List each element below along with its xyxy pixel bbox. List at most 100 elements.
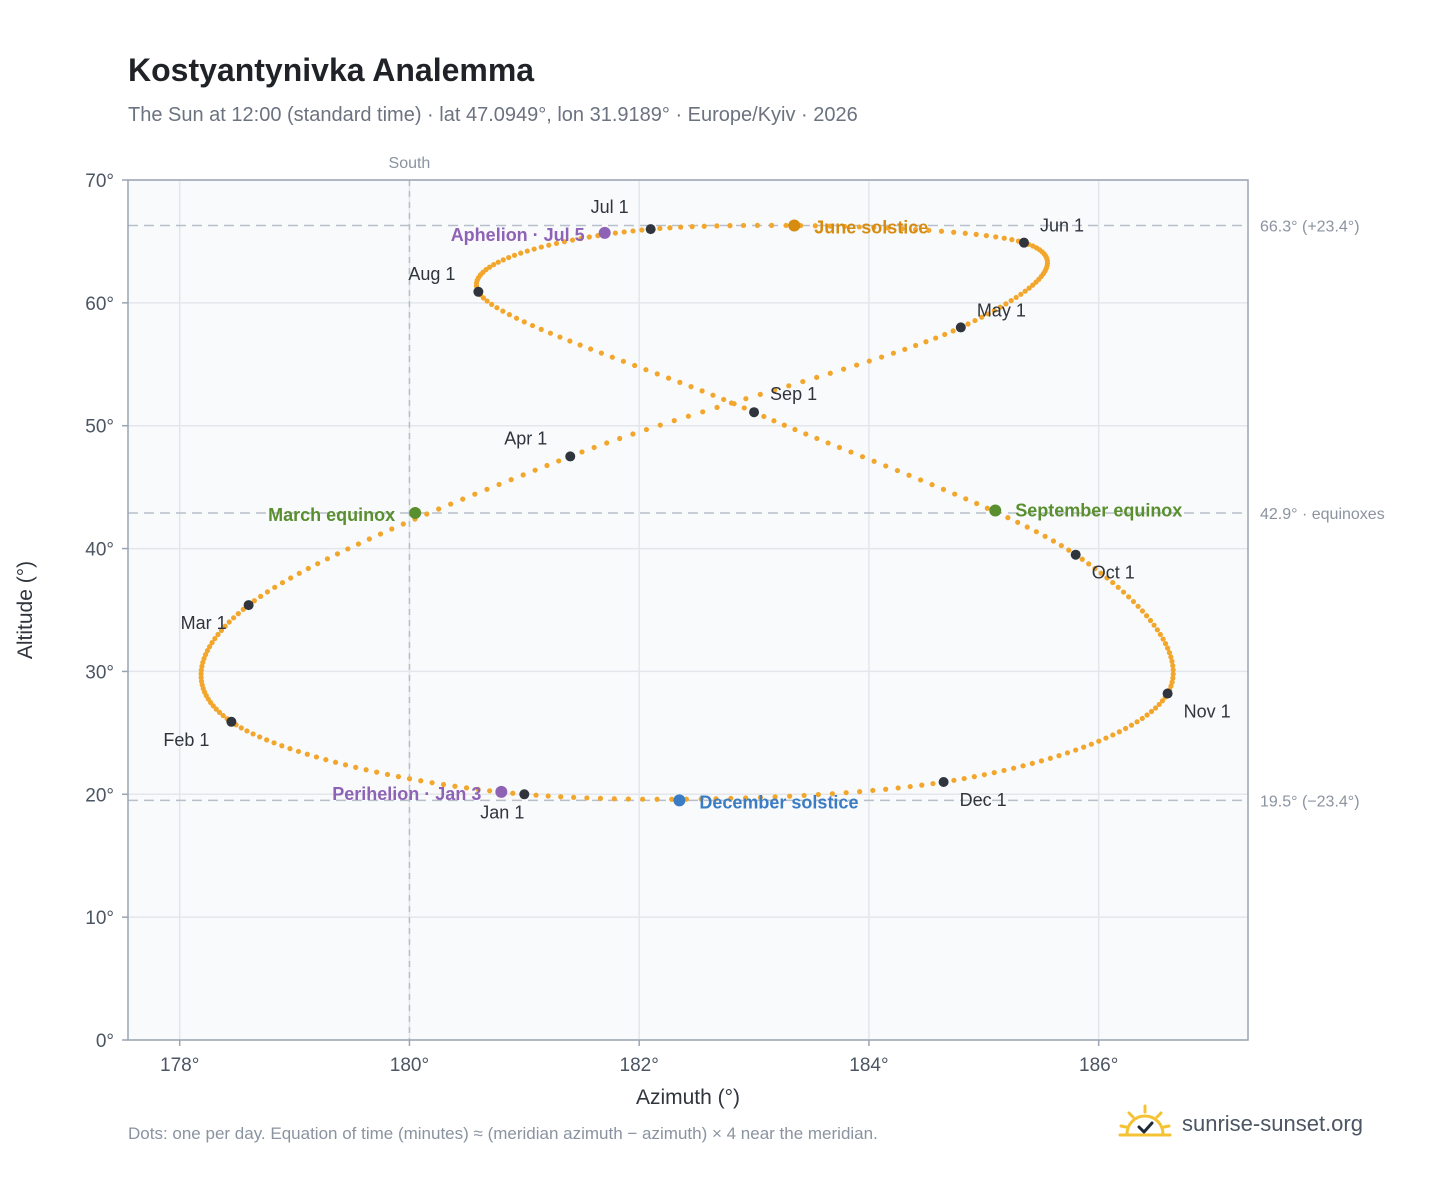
path-dot-251	[781, 422, 787, 428]
path-dot-194	[578, 235, 584, 242]
x-tick-label-3: 184°	[849, 1055, 888, 1076]
path-dot-290	[1135, 603, 1141, 609]
path-dot-162	[962, 230, 968, 236]
path-dot-25	[264, 737, 270, 743]
path-dot-333	[1020, 763, 1026, 769]
path-dot-226	[521, 319, 527, 325]
path-dot-334	[1011, 765, 1017, 771]
path-dot-254	[814, 435, 820, 442]
path-dot-123	[950, 328, 956, 334]
path-dot-5	[463, 785, 470, 791]
path-dot-337	[981, 772, 987, 778]
path-dot-189	[621, 229, 627, 235]
path-dot-131	[1003, 301, 1009, 307]
month-marker-11	[938, 777, 949, 787]
path-dot-316	[1144, 712, 1150, 718]
path-dot-325	[1088, 741, 1094, 747]
path-dot-281	[1086, 561, 1092, 567]
path-dot-317	[1139, 715, 1145, 722]
path-dot-329	[1056, 753, 1062, 759]
month-label-0: Jan 1	[480, 802, 524, 822]
path-dot-98	[630, 431, 636, 437]
path-dot-304	[1170, 667, 1176, 673]
path-dot-69	[296, 570, 302, 576]
path-dot-65	[264, 589, 271, 595]
path-dot-233	[588, 346, 594, 352]
path-dot-9	[418, 778, 424, 784]
path-dot-228	[538, 326, 544, 332]
path-dot-24	[271, 740, 277, 746]
path-dot-121	[933, 335, 939, 341]
path-dot-78	[389, 526, 395, 532]
path-dot-187	[639, 227, 645, 233]
path-dot-176	[769, 222, 775, 228]
path-dot-359	[698, 796, 704, 802]
month-marker-4	[955, 322, 966, 333]
path-dot-230	[557, 334, 563, 340]
path-dot-134	[1018, 291, 1024, 297]
path-dot-103	[700, 409, 706, 415]
month-marker-1	[226, 716, 237, 727]
path-dot-300	[1166, 650, 1173, 656]
path-dot-203	[511, 252, 518, 258]
month-marker-8	[749, 407, 760, 418]
path-dot-255	[825, 440, 831, 446]
event-marker-5	[495, 785, 508, 798]
path-dot-340	[951, 777, 957, 783]
path-dot-320	[1122, 725, 1129, 732]
path-dot-307	[1169, 679, 1175, 685]
path-dot-168	[885, 225, 891, 231]
path-dot-118	[902, 346, 908, 352]
path-dot-306	[1170, 675, 1176, 681]
path-dot-358	[713, 796, 719, 802]
path-dot-160	[983, 233, 989, 239]
path-dot-202	[518, 250, 524, 256]
path-dot-75	[355, 541, 362, 547]
path-dot-101	[671, 418, 677, 424]
plot-area	[128, 180, 1248, 1040]
path-dot-204	[506, 254, 512, 261]
month-label-10: Nov 1	[1184, 702, 1231, 722]
path-dot-100	[657, 422, 663, 428]
path-dot-10	[406, 776, 413, 782]
path-dot-81	[424, 511, 430, 517]
path-dot-199	[538, 244, 544, 250]
path-dot-163	[951, 229, 957, 235]
path-dot-12	[384, 771, 391, 778]
path-dot-355	[757, 794, 764, 801]
path-dot-133	[1013, 294, 1019, 301]
path-dot-347	[870, 787, 876, 794]
path-dot-180	[714, 223, 720, 229]
path-dot-258	[859, 454, 866, 460]
path-dot-231	[567, 338, 573, 344]
path-dot-349	[843, 790, 849, 796]
page-title: Kostyantynivka Analemma	[128, 52, 535, 88]
path-dot-185	[657, 225, 663, 231]
path-dot-257	[848, 449, 854, 455]
path-dot-196	[561, 239, 568, 245]
path-dot-21	[295, 748, 302, 755]
brand[interactable]: sunrise-sunset.org	[1118, 1104, 1363, 1144]
x-axis-title: Azimuth (°)	[636, 1086, 740, 1109]
path-dot-110	[800, 378, 806, 385]
path-dot-22	[287, 746, 293, 752]
analemma-path	[198, 222, 1176, 802]
path-dot-52	[206, 644, 213, 650]
path-dot-343	[919, 782, 925, 788]
path-dot-99	[643, 426, 650, 433]
path-dot-335	[1001, 767, 1007, 774]
reference-label-2: 19.5° (−23.4°)	[1260, 793, 1360, 810]
path-dot-244	[710, 392, 716, 398]
path-dot-294	[1151, 622, 1157, 628]
path-dot-264	[929, 482, 935, 488]
path-dot-315	[1148, 708, 1155, 715]
path-dot-183	[678, 224, 684, 230]
path-dot-104	[714, 404, 720, 411]
path-dot-246	[731, 401, 737, 407]
path-dot-240	[665, 375, 672, 381]
path-dot-223	[500, 308, 506, 314]
path-dot-221	[489, 301, 495, 307]
path-dot-283	[1098, 570, 1104, 576]
y-tick-label-4: 40°	[85, 540, 114, 561]
path-dot-76	[366, 536, 372, 542]
